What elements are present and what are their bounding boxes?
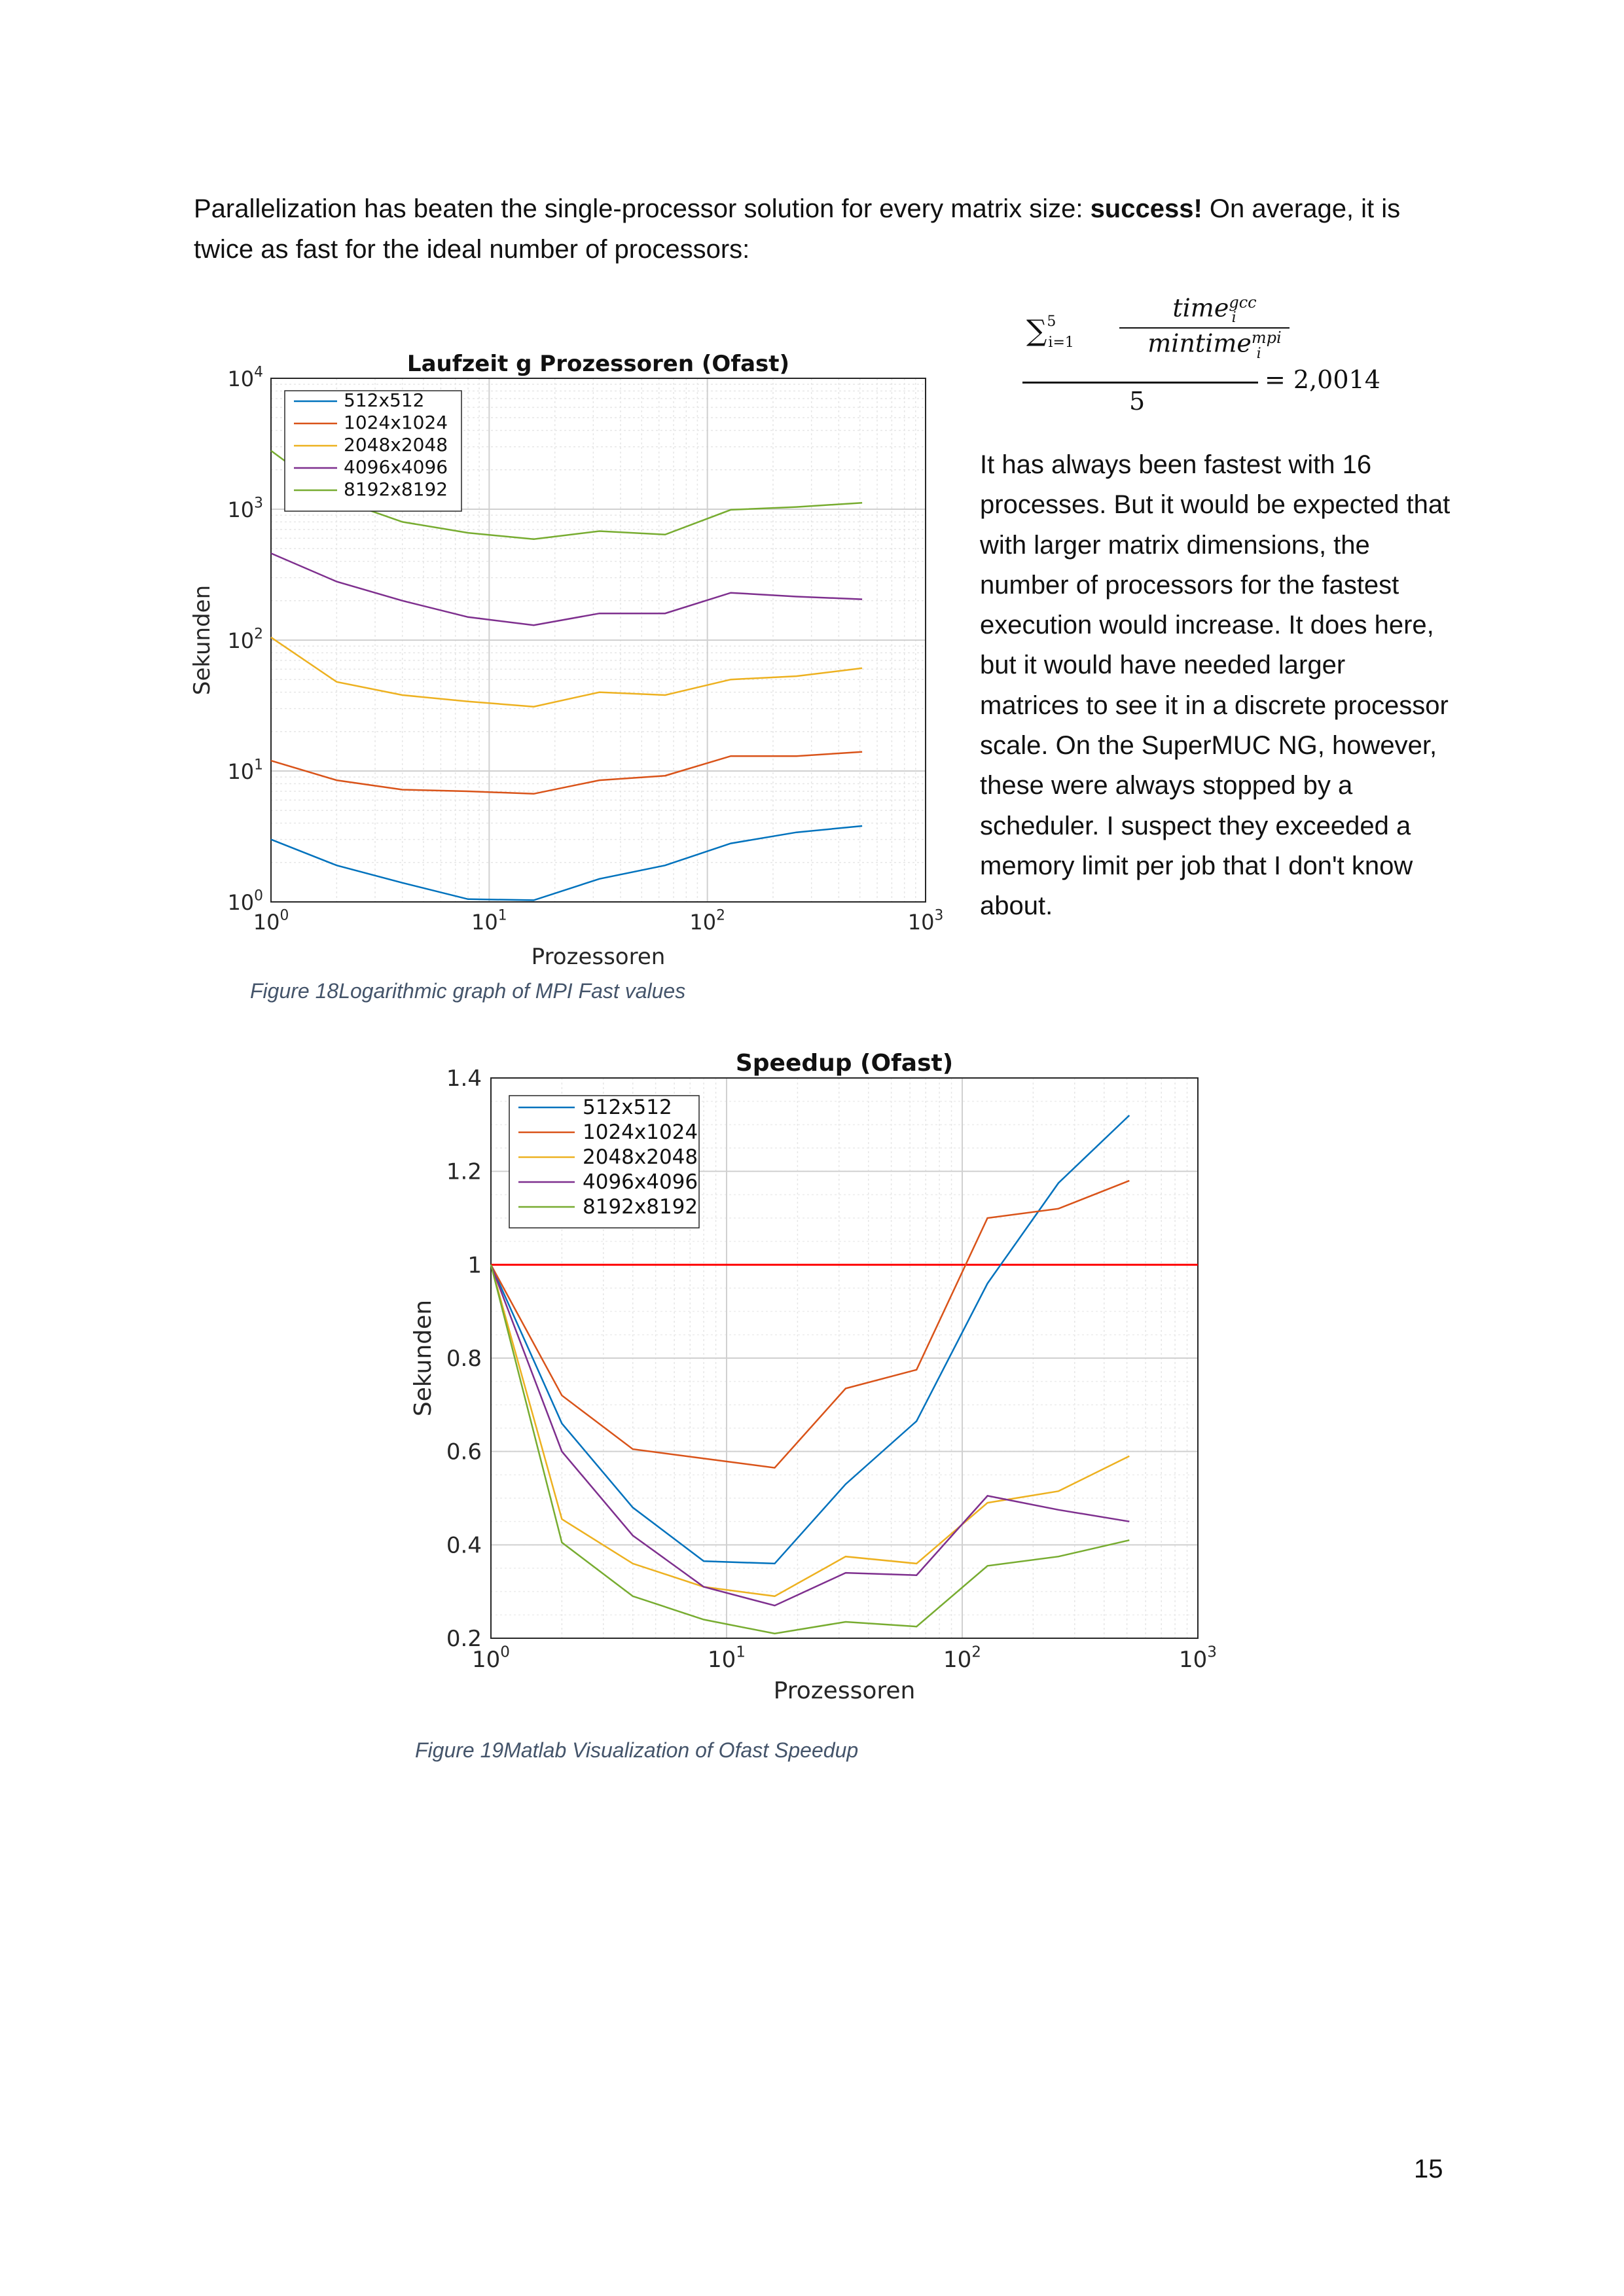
chart1-xlabel: Prozessoren [532,944,666,970]
chart2-series [490,1115,1130,1635]
chart2-legend-label: 4096x4096 [583,1170,698,1194]
chart1-series-line [270,825,863,901]
chart1-ytick-label: 103 [227,495,263,522]
intro-text-continued: On average, it is twice as fast for the … [194,194,1401,264]
chart1-ytick-label: 102 [227,626,263,653]
formula-sum-upper: 5 [1047,314,1056,331]
formula-denominator: mintime [1147,329,1252,358]
chart2-xlabel: Prozessoren [774,1677,916,1704]
chart1-ticks: 100 101 102 103 100 101 102 103 104 [227,365,943,935]
chart1-xtick-label: 100 [253,908,289,935]
chart1-series [270,450,863,901]
average-speedup-formula: ∑5i=1 timegcci mintimempii 5 = 2,0014 [1021,293,1394,424]
chart2-xtick-label: 103 [1179,1644,1217,1673]
intro-text: Parallelization has beaten the single-pr… [194,194,1091,223]
page-number: 15 [1414,2155,1443,2183]
chart1-ylabel: Sekunden [189,585,215,695]
chart2-axes-box [490,1077,1199,1639]
formula-sum: ∑5i=1 [1026,314,1074,351]
chart2-legend-label: 8192x8192 [583,1195,698,1219]
formula-inner-fraction: timegcci mintimempii [1119,293,1290,362]
chart2-ytick-label: 0.4 [446,1532,482,1558]
intro-paragraph: Parallelization has beaten the single-pr… [194,188,1437,270]
chart2-ytick-label: 0.8 [446,1346,482,1372]
chart1-legend-label: 4096x4096 [344,456,448,478]
chart1-axes-box [270,378,926,903]
formula-divisor: 5 [1129,387,1146,416]
chart1-xtick-label: 101 [471,908,507,935]
chart2-legend: 512x5121024x10242048x20484096x40968192x8… [509,1095,700,1229]
chart2-ylabel: Sekunden [410,1300,437,1416]
chart2-xtick-label: 100 [472,1644,510,1673]
chart2-legend-label: 512x512 [583,1096,672,1119]
chart2-ytick-label: 1 [467,1252,482,1278]
formula-denominator-sub: i [1256,345,1261,362]
chart1-legend-label: 2048x2048 [344,434,448,456]
chart1-series-line [270,636,863,708]
runtime-loglog-chart: 100 101 102 103 100 101 102 103 104 Laufzeit g P… [189,351,943,970]
chart2-xtick-label: 102 [943,1644,981,1673]
chart2-series-line [490,1264,1130,1607]
chart2-legend-label: 1024x1024 [583,1121,698,1144]
chart1-title: Laufzeit g Prozessoren (Ofast) [407,351,789,377]
chart1-legend-box [284,390,462,512]
chart1-series-line [270,751,863,795]
side-paragraph: It has always been fastest with 16 proce… [980,450,1451,921]
chart1-xtick-label: 103 [908,908,944,935]
chart1-legend-label: 512x512 [344,389,424,411]
chart2-ytick-label: 1.2 [446,1159,482,1185]
chart1-ytick-label: 101 [227,757,263,784]
chart2-series-line [490,1115,1130,1565]
formula-result: = 2,0014 [1265,365,1380,394]
formula-denominator-sup: mpi [1251,329,1282,348]
chart2-legend-label: 2048x2048 [583,1145,698,1169]
chart2-ytick-label: 1.4 [446,1066,482,1092]
formula-numerator: time [1172,293,1229,323]
intro-bold-text: success! [1090,194,1202,223]
chart1-ytick-label: 100 [227,888,263,915]
chart2-ytick-label: 0.6 [446,1439,482,1465]
figure19-caption: Figure 19Matlab Visualization of Ofast S… [415,1738,859,1762]
figure18-caption: Figure 18Logarithmic graph of MPI Fast v… [250,979,686,1003]
chart2-legend-box [509,1095,700,1229]
chart2-series-line [490,1264,1130,1598]
chart2-series-line [490,1264,1130,1635]
formula-numerator-sub: i [1231,310,1236,327]
chart1-series-line [270,552,863,626]
formula-sum-lower: i=1 [1048,334,1074,351]
chart1-ytick-label: 104 [227,365,263,391]
chart2-ytick-label: 0.2 [446,1626,482,1652]
chart2-xtick-label: 101 [708,1644,746,1673]
chart1-xtick-label: 102 [689,908,725,935]
chart1-legend-label: 1024x1024 [344,412,448,433]
formula-fraction-bar [1022,382,1258,384]
chart1-legend-label: 8192x8192 [344,478,448,500]
formula-numerator-sup: gcc [1229,293,1257,312]
chart2-ticks: 100 101 102 103 0.2 0.4 0.6 0.8 1 1.2 1.4 [446,1066,1217,1673]
chart2-series-line [490,1179,1130,1469]
chart2-title: Speedup (Ofast) [736,1050,953,1077]
chart1-legend: 512x5121024x10242048x20484096x40968192x8… [284,389,462,512]
speedup-chart: 100 101 102 103 0.2 0.4 0.6 0.8 1 1.2 1.4 Speedup … [410,1050,1217,1704]
